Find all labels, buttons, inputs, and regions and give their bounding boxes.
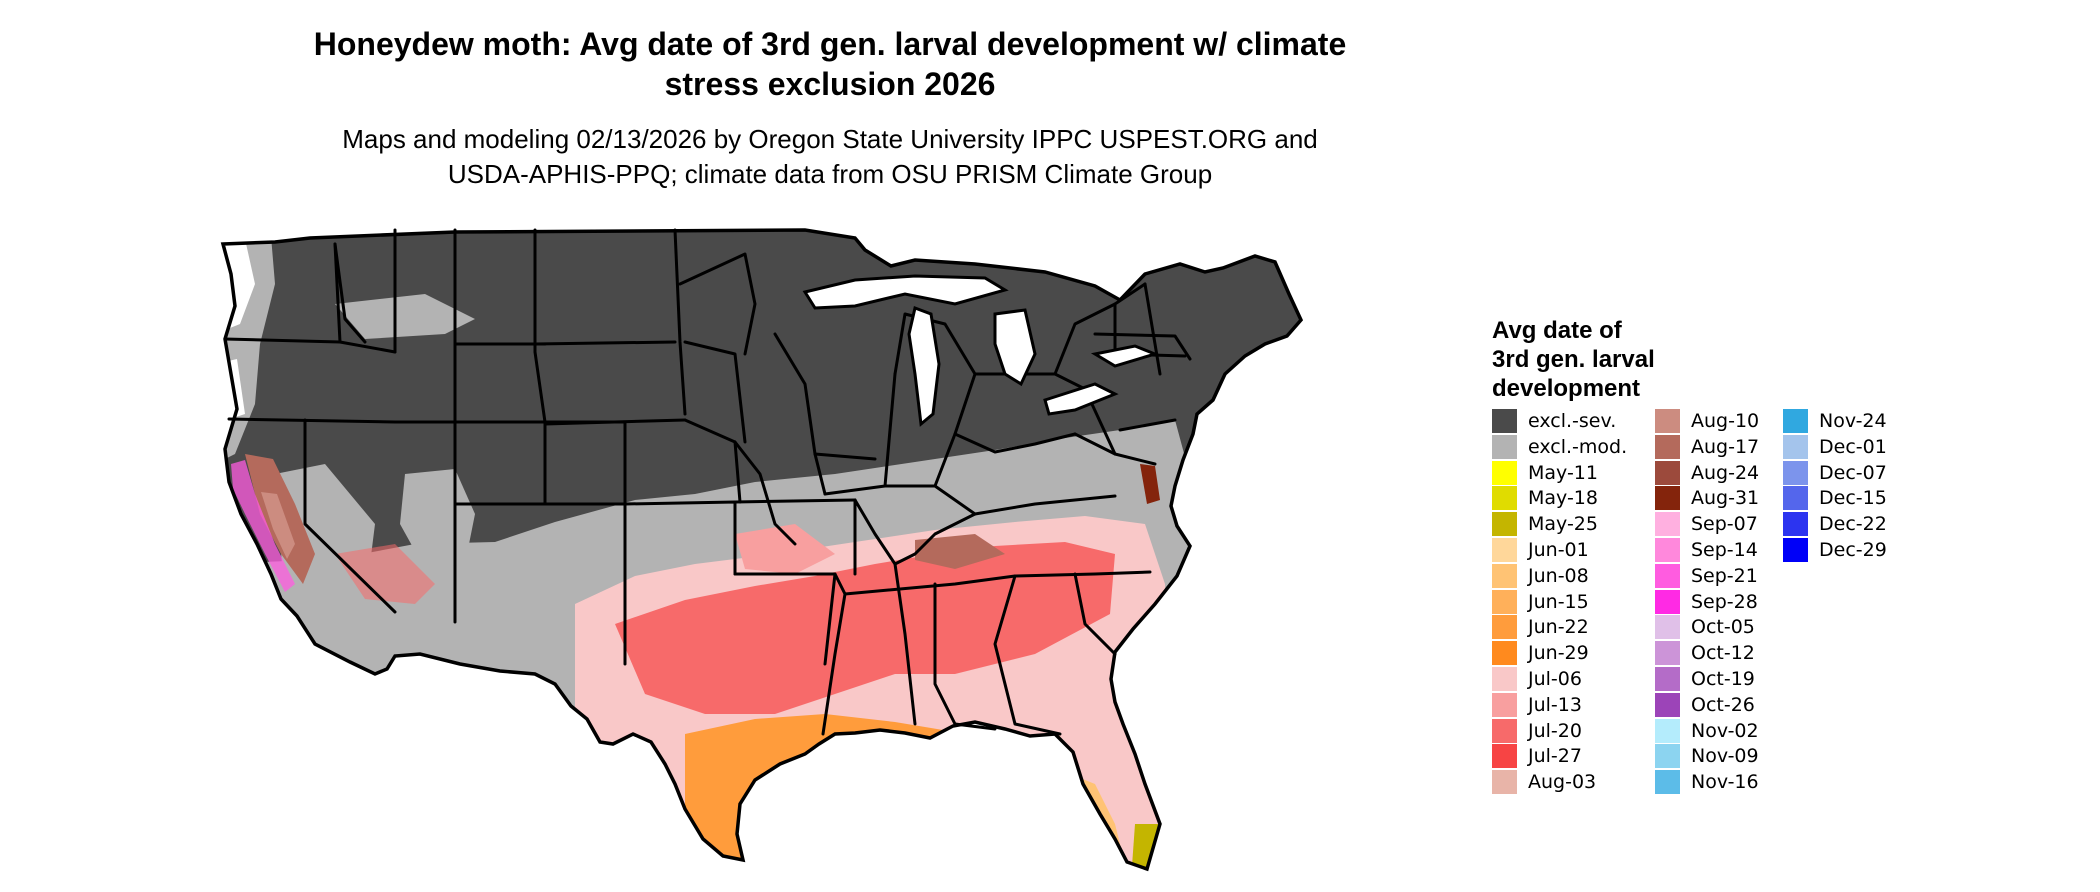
legend-swatch (1655, 770, 1680, 795)
legend-label: Dec-07 (1819, 461, 1887, 484)
legend-label: Dec-29 (1819, 538, 1887, 561)
legend-label: Dec-22 (1819, 513, 1887, 536)
legend-label: Oct-05 (1691, 616, 1755, 639)
legend-label: Jun-08 (1528, 564, 1589, 587)
legend-swatch (1492, 563, 1517, 588)
legend-swatch (1655, 641, 1680, 666)
legend-swatch (1492, 744, 1517, 769)
legend-label: Nov-02 (1691, 719, 1759, 742)
legend-swatch (1655, 434, 1680, 459)
legend-label: Jun-29 (1528, 642, 1589, 665)
legend-swatch (1655, 692, 1680, 717)
us-map (221, 228, 1303, 871)
legend-title-line-2: 3rd gen. larval (1492, 346, 1655, 373)
legend-swatch (1492, 486, 1517, 511)
legend-label: Aug-17 (1691, 435, 1760, 458)
legend-label: May-25 (1528, 513, 1598, 536)
legend-label: Nov-09 (1691, 745, 1759, 768)
legend-label: Dec-01 (1819, 435, 1887, 458)
map-title-line-2: stress exclusion 2026 (664, 66, 996, 102)
legend-swatch (1655, 460, 1680, 485)
legend-swatch (1492, 460, 1517, 485)
legend-swatch (1655, 409, 1680, 433)
legend-label: Oct-12 (1691, 642, 1755, 665)
legend-label: Jul-13 (1528, 693, 1582, 716)
legend-label: May-18 (1528, 487, 1598, 510)
legend-swatch (1492, 770, 1517, 795)
legend-swatch (1783, 486, 1808, 511)
legend-label: Nov-24 (1819, 410, 1887, 432)
legend-label: Jul-27 (1528, 745, 1582, 768)
legend-swatch (1492, 692, 1517, 717)
legend-swatch (1492, 537, 1517, 562)
legend-swatch (1492, 589, 1517, 614)
legend-swatch (1492, 409, 1517, 433)
legend-label: Aug-24 (1691, 461, 1760, 484)
map-subtitle-line-2: USDA-APHIS-PPQ; climate data from OSU PR… (447, 159, 1213, 189)
legend-label: Sep-21 (1691, 564, 1758, 587)
legend-swatch (1655, 486, 1680, 511)
legend-label: Aug-31 (1691, 487, 1760, 510)
legend-swatch (1655, 744, 1680, 769)
legend-swatch (1783, 434, 1808, 459)
legend-title-line-1: Avg date of (1492, 317, 1622, 344)
legend-swatch (1655, 666, 1680, 691)
legend-swatch (1492, 512, 1517, 537)
legend-label: Oct-26 (1691, 693, 1755, 716)
legend-label: Aug-03 (1528, 771, 1597, 794)
legend-label: Nov-16 (1691, 771, 1759, 794)
legend-swatch (1655, 512, 1680, 537)
legend-label: excl.-sev. (1528, 410, 1617, 432)
legend-label: Sep-07 (1691, 513, 1758, 536)
legend-swatch (1655, 563, 1680, 588)
legend-swatch (1655, 615, 1680, 640)
legend-swatch (1492, 666, 1517, 691)
legend-label: Jul-06 (1528, 667, 1582, 690)
legend-label: Jun-22 (1528, 616, 1589, 639)
legend-label: excl.-mod. (1528, 435, 1628, 458)
map-title-line-1: Honeydew moth: Avg date of 3rd gen. larv… (313, 26, 1347, 62)
legend-label: Jul-20 (1528, 719, 1582, 742)
legend-swatch (1783, 512, 1808, 537)
legend-swatch (1492, 434, 1517, 459)
legend-label: Sep-14 (1691, 538, 1758, 561)
legend-swatch (1655, 589, 1680, 614)
legend-title: Avg date of 3rd gen. larval development (1492, 316, 1655, 403)
legend-swatch (1492, 615, 1517, 640)
map-subtitle-line-1: Maps and modeling 02/13/2026 by Oregon S… (342, 124, 1318, 154)
legend-label: Dec-15 (1819, 487, 1887, 510)
legend-swatch (1783, 537, 1808, 562)
legend-label: Sep-28 (1691, 590, 1758, 613)
legend-swatch (1655, 718, 1680, 743)
legend-label: Jun-15 (1528, 590, 1589, 613)
legend-title-line-3: development (1492, 375, 1641, 402)
map-title: Honeydew moth: Avg date of 3rd gen. larv… (160, 24, 1500, 104)
legend-swatch (1655, 537, 1680, 562)
legend-swatch (1492, 641, 1517, 666)
legend-label: Aug-10 (1691, 410, 1760, 432)
map-subtitle: Maps and modeling 02/13/2026 by Oregon S… (160, 122, 1500, 192)
legend-swatch (1783, 460, 1808, 485)
legend-swatch (1492, 718, 1517, 743)
legend-swatch (1783, 409, 1808, 433)
legend-label: Jun-01 (1528, 538, 1589, 561)
legend-label: Oct-19 (1691, 667, 1755, 690)
legend-label: May-11 (1528, 461, 1598, 484)
